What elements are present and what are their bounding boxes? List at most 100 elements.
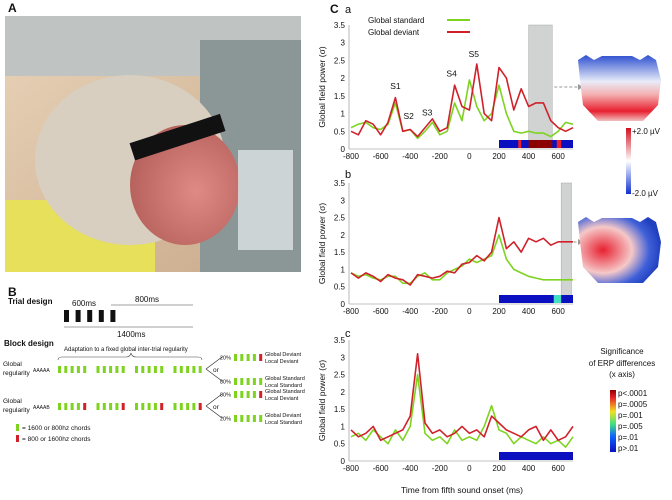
standard-tone [198, 366, 202, 373]
deviant-tone [259, 354, 263, 361]
panel-label-c: C [330, 2, 339, 16]
x-tick-label: -600 [373, 464, 390, 473]
standard-tone [252, 354, 256, 361]
row-sequence: AAAAA [33, 368, 50, 374]
stimulus-label: S5 [469, 49, 480, 59]
standard-tone [186, 366, 190, 373]
outcome-percent: 20% [220, 356, 231, 362]
colorbar-min-label: -2.0 µV [632, 189, 659, 198]
x-axis-title: Time from fifth sound onset (ms) [401, 485, 523, 495]
y-axis-title: Global field power (σ) [317, 360, 327, 441]
standard-tone [70, 366, 74, 373]
significance-level-label: p=.0005 [618, 400, 648, 409]
significance-level-label: p=.005 [618, 422, 643, 431]
y-tick-label: 0.5 [334, 283, 346, 292]
deviant-tone [198, 403, 202, 410]
subpanel-label-b: b [345, 169, 351, 181]
y-tick-label: 1 [341, 422, 346, 431]
x-tick-label: -400 [402, 152, 419, 161]
panel-label-a: A [8, 1, 17, 15]
outcome-label: Local Standard [265, 383, 302, 389]
standard-tone [109, 366, 113, 373]
x-tick-label: -400 [402, 464, 419, 473]
tone-bar [87, 310, 93, 322]
y-tick-label: 1 [341, 110, 346, 119]
deviant-tone [121, 403, 125, 410]
y-tick-label: 2 [341, 231, 346, 240]
chart-panel-c: 0 0.5 1 1.5 2 2.5 3 3.5 -800 -600 -400 -200 0 200 400 6… [317, 336, 574, 473]
series-line-deviant [350, 353, 574, 442]
x-tick-label: -200 [432, 464, 449, 473]
significance-segment [528, 140, 553, 148]
significance-level-label: p>.01 [618, 444, 639, 453]
y-tick-label: 2.5 [334, 214, 346, 223]
adaptation-label: Adaptation to a fixed global inter-trial… [64, 347, 188, 353]
x-tick-label: -200 [432, 307, 449, 316]
chart-legend: Global standard Global deviant [368, 16, 470, 37]
standard-tone [153, 366, 157, 373]
y-tick-label: 3.5 [334, 179, 346, 188]
series-line-deviant [350, 216, 573, 286]
significance-level-label: p=.01 [618, 433, 639, 442]
label-800ms: 800ms [135, 295, 159, 304]
outcome-percent: 80% [220, 393, 231, 399]
row-label: Global [3, 361, 22, 368]
y-tick-label: 3 [341, 196, 346, 205]
legend-green-label: = 1600 or 800hz chords [22, 425, 91, 432]
x-tick-label: 600 [552, 152, 566, 161]
standard-tone [246, 391, 250, 398]
standard-tone [234, 378, 237, 385]
significance-legend: Significance of ERP differences (x axis)… [589, 347, 655, 453]
tone-bar [64, 310, 69, 322]
y-tick-label: 3 [341, 353, 346, 362]
standard-tone [240, 378, 244, 385]
standard-tone [58, 366, 61, 373]
significance-segment [499, 295, 573, 303]
y-tick-label: 2 [341, 74, 346, 83]
legend-standard-label: Global standard [368, 16, 424, 25]
series-line-standard [350, 79, 574, 140]
deviant-tone [259, 391, 263, 398]
standard-tone [240, 391, 244, 398]
standard-tone [121, 366, 125, 373]
x-tick-label: 200 [492, 307, 506, 316]
standard-tone [252, 415, 256, 422]
row-sequence: AAAAB [33, 405, 50, 411]
analysis-window [528, 24, 553, 148]
x-tick-label: 400 [522, 464, 536, 473]
row-label: regularity [3, 370, 30, 377]
stimulus-label: S4 [446, 68, 457, 78]
outcome-label: Global Deviant [265, 352, 302, 358]
outcome-label: Local Deviant [265, 396, 299, 402]
legend-green-swatch [16, 424, 19, 431]
outcome-label: Local Standard [265, 420, 302, 426]
standard-tone [234, 354, 237, 361]
y-tick-label: 1.5 [334, 248, 346, 257]
standard-tone [192, 366, 196, 373]
standard-tone [153, 403, 157, 410]
panel-b-diagram: B Trial design 600ms 800ms 1400ms Block … [3, 285, 305, 443]
series-line-deviant [350, 63, 574, 138]
standard-tone [192, 403, 196, 410]
standard-tone [64, 366, 68, 373]
standard-tone [76, 403, 80, 410]
standard-tone [96, 366, 100, 373]
x-tick-label: 400 [522, 307, 536, 316]
y-axis-title: Global field power (σ) [317, 46, 327, 127]
standard-tone [141, 366, 145, 373]
y-tick-label: 3.5 [334, 21, 346, 30]
standard-tone [76, 366, 80, 373]
chart-panel-a: 0 0.5 1 1.5 2 2.5 3 3.5 -800 -600 -400 -200 0 200 400 6… [317, 21, 583, 161]
y-tick-label: 2.5 [334, 56, 346, 65]
arrowhead-icon [578, 84, 583, 90]
x-tick-label: 0 [467, 152, 472, 161]
standard-tone [102, 403, 106, 410]
trial-design-title: Trial design [8, 297, 53, 306]
standard-tone [115, 403, 119, 410]
legend-red-swatch [16, 435, 19, 442]
x-tick-label: -600 [373, 152, 390, 161]
standard-tone [246, 378, 250, 385]
x-tick-label: 0 [467, 464, 472, 473]
